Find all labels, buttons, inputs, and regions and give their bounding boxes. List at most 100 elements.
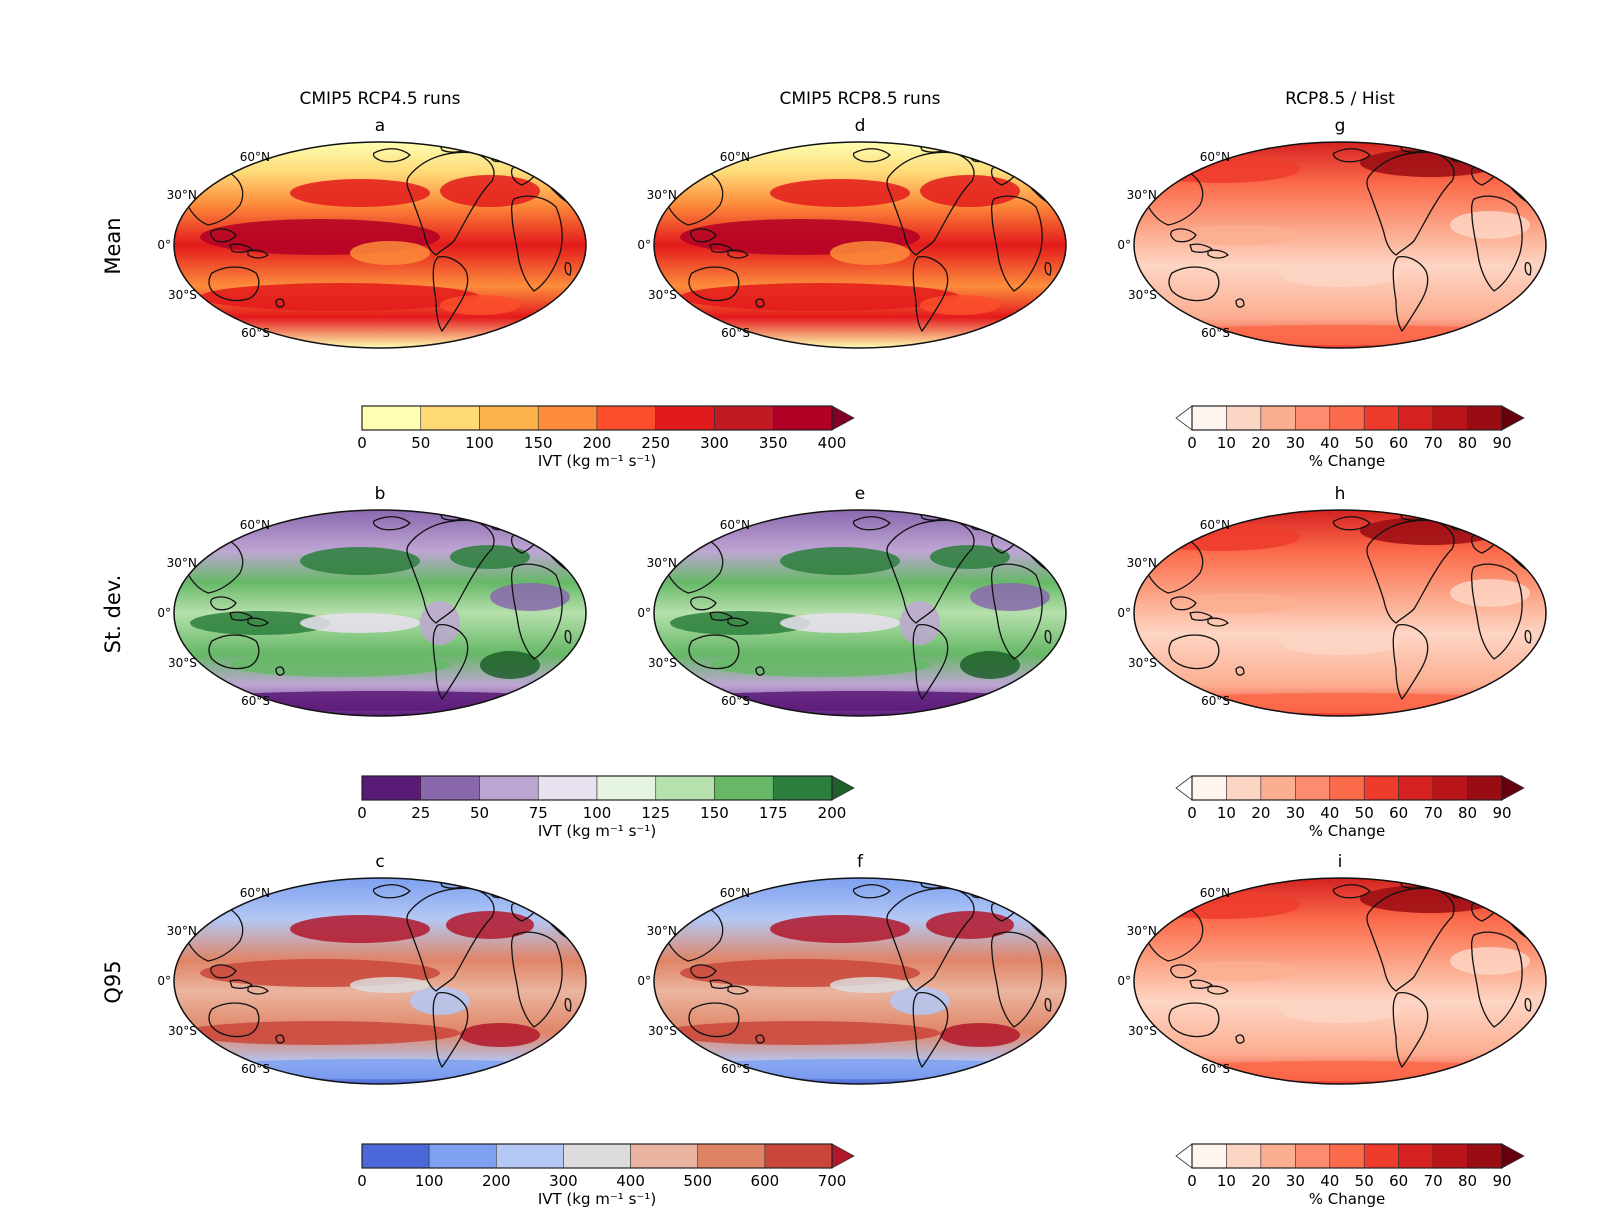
colorbar-tick-label: 60 [1389, 1172, 1408, 1190]
colorbar-tick-label: 70 [1424, 1172, 1443, 1190]
colorbar-bin [1363, 1143, 1399, 1169]
colorbar-ivt: 0 100 200 300 400 500 600 700 IVT (kg m⁻¹ s⁻¹) [357, 1143, 855, 1208]
colorbar-tick-label: 50 [411, 434, 430, 452]
colorbar-bin [1398, 405, 1434, 431]
colorbar-label: % Change [1309, 822, 1385, 840]
colorbar-tick-label: 0 [357, 434, 367, 452]
colorbar-tick-label: 90 [1492, 434, 1511, 452]
map-boundary [653, 877, 1067, 1085]
latitude-label: 0° [1117, 974, 1131, 988]
latitude-label: 30°S [168, 1024, 197, 1038]
latitude-label: 30°S [648, 288, 677, 302]
colorbar-bin [495, 1143, 564, 1169]
colorbar-tick-label: 10 [1217, 1172, 1236, 1190]
colorbar-bin [1226, 405, 1262, 431]
panel-letter: e [855, 484, 865, 504]
colorbar-bin [420, 775, 480, 801]
latitude-label: 30°S [1128, 656, 1157, 670]
latitude-label: 60°S [1201, 326, 1230, 340]
latitude-label: 30°S [648, 1024, 677, 1038]
colorbar-bin [1226, 1143, 1262, 1169]
map-panel-i: i 60°N 30°N 0° 30°S 60°S [1117, 852, 1547, 1085]
latitude-label: 0° [1117, 238, 1131, 252]
colorbar-extend-max [1501, 405, 1525, 431]
latitude-label: 60°N [720, 150, 750, 164]
colorbar-tick-label: 75 [529, 804, 548, 822]
column-title: RCP8.5 / Hist [1285, 89, 1395, 109]
colorbar-bin [1191, 775, 1227, 801]
latitude-label: 60°N [240, 886, 270, 900]
colorbar-tick-label: 0 [1187, 804, 1197, 822]
colorbar-tick-label: 50 [1355, 1172, 1374, 1190]
map-panel-b: b 60°N 30°N 0° 30°S 60°S [157, 484, 587, 717]
latitude-label: 0° [637, 606, 651, 620]
map-field [174, 142, 586, 348]
colorbar-tick-label: 90 [1492, 804, 1511, 822]
colorbar-label: % Change [1309, 1190, 1385, 1208]
colorbar-tick-label: 60 [1389, 434, 1408, 452]
map-panel-g: g 60°N 30°N 0° 30°S 60°S [1117, 116, 1547, 349]
colorbar-bin [1467, 775, 1503, 801]
colorbar-ivt: 0 25 50 75 100 125 150 175 200 IVT (kg m⁻¹ s⁻¹) [357, 775, 855, 840]
colorbar-tick-label: 250 [641, 434, 670, 452]
colorbar-bin [1329, 405, 1365, 431]
latitude-label: 60°S [241, 326, 270, 340]
colorbar-bin [1295, 1143, 1331, 1169]
colorbar-tick-label: 80 [1458, 1172, 1477, 1190]
colorbar-bin [1363, 405, 1399, 431]
latitude-label: 0° [1117, 606, 1131, 620]
colorbar-bin [714, 775, 774, 801]
map-field [1134, 878, 1546, 1084]
colorbar-tick-label: 0 [357, 804, 367, 822]
colorbar-bin [479, 775, 539, 801]
latitude-label: 30°S [1128, 288, 1157, 302]
map-boundary [173, 877, 587, 1085]
latitude-label: 30°S [168, 288, 197, 302]
colorbar-tick-label: 400 [818, 434, 847, 452]
colorbar-tick-label: 150 [700, 804, 729, 822]
panel-letter: g [1335, 116, 1346, 136]
colorbar-tick-label: 0 [357, 1172, 367, 1190]
latitude-label: 60°S [241, 694, 270, 708]
latitude-label: 0° [157, 238, 171, 252]
colorbar-bin [563, 1143, 631, 1169]
latitude-label: 60°N [1200, 150, 1230, 164]
colorbar-tick-label: 0 [1187, 434, 1197, 452]
latitude-label: 30°N [647, 924, 677, 938]
colorbar-tick-label: 125 [641, 804, 670, 822]
panel-letter: f [857, 852, 864, 872]
latitude-label: 30°N [647, 556, 677, 570]
colorbar-pct: 0 10 20 30 40 50 60 70 80 90 % Change [1175, 1143, 1525, 1208]
colorbar-tick-label: 80 [1458, 804, 1477, 822]
colorbar-bin [1329, 775, 1365, 801]
latitude-label: 60°S [241, 1062, 270, 1076]
colorbar-tick-label: 90 [1492, 1172, 1511, 1190]
colorbar-tick-label: 30 [1286, 804, 1305, 822]
colorbar-bin [772, 775, 833, 801]
colorbar-label: IVT (kg m⁻¹ s⁻¹) [538, 822, 656, 840]
colorbar-bin [655, 775, 715, 801]
map-boundary [173, 141, 587, 349]
colorbar-tick-label: 300 [700, 434, 729, 452]
colorbar-bin [772, 405, 833, 431]
column-title: CMIP5 RCP8.5 runs [780, 89, 941, 109]
colorbar-tick-label: 100 [583, 804, 612, 822]
latitude-label: 30°N [1127, 924, 1157, 938]
latitude-label: 30°S [168, 656, 197, 670]
latitude-label: 60°S [721, 694, 750, 708]
colorbar-tick-label: 30 [1286, 434, 1305, 452]
latitude-label: 30°N [1127, 556, 1157, 570]
colorbar-tick-label: 40 [1320, 804, 1339, 822]
latitude-label: 60°S [721, 326, 750, 340]
colorbar-tick-label: 700 [818, 1172, 847, 1190]
map-panel-h: h 60°N 30°N 0° 30°S 60°S [1117, 484, 1547, 717]
colorbar-bin [1432, 405, 1468, 431]
map-boundary [653, 509, 1067, 717]
latitude-label: 30°N [167, 556, 197, 570]
latitude-label: 60°N [1200, 518, 1230, 532]
latitude-label: 0° [157, 974, 171, 988]
colorbar-bin [479, 405, 539, 431]
map-panel-e: e 60°N 30°N 0° 30°S 60°S [637, 484, 1067, 717]
colorbar-extend-max [831, 775, 855, 801]
